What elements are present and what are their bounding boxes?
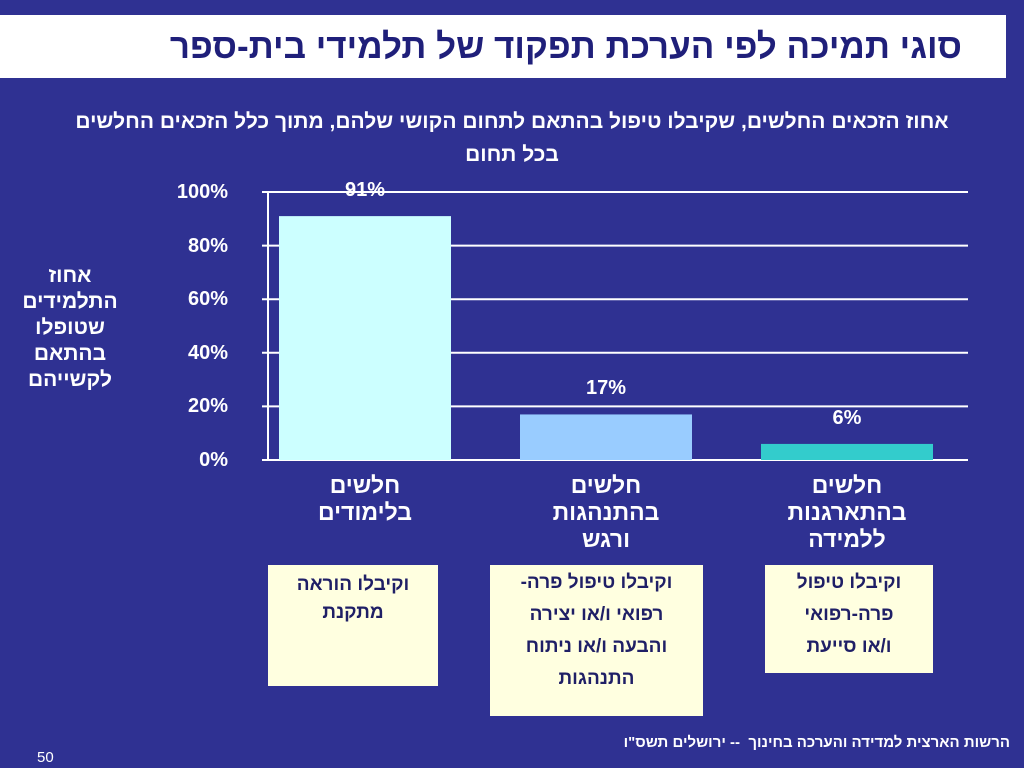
title-bar: סוגי תמיכה לפי הערכת תפקוד של תלמידי בית…: [0, 15, 1006, 78]
y-tick-label: 60%: [187, 288, 228, 311]
data-label: 91%: [344, 179, 386, 202]
slide-title: סוגי תמיכה לפי הערכת תפקוד של תלמידי בית…: [169, 27, 962, 66]
bar: [761, 443, 933, 460]
support-note-box: וקיבלו טיפול פרה- רפואי ו/או יצירה והבעה…: [490, 565, 703, 716]
y-tick-label: 100%: [176, 181, 228, 203]
category-label: חלשים בהתנהגות ורגש: [552, 472, 660, 552]
bar: [279, 216, 451, 460]
category-label: חלשים בהתארגנות ללמידה: [787, 472, 907, 552]
y-tick-label: 80%: [187, 234, 228, 257]
footer-source: הרשות הארצית למדידה והערכה בחינוך -- ירו…: [623, 734, 1010, 751]
data-label: 17%: [585, 377, 627, 400]
data-label: 6%: [832, 406, 862, 429]
y-tick-label: 0%: [199, 449, 228, 471]
support-note-box: וקיבלו הוראה מתקנת: [268, 565, 438, 686]
category-label: חלשים בלימודים: [318, 472, 412, 525]
y-tick-label: 20%: [187, 395, 228, 418]
support-note-box: וקיבלו טיפול פרה-רפואי ו/או סייעת: [765, 565, 933, 673]
page-number: 50: [37, 749, 54, 766]
chart-title: אחוז הזכאים החלשים, שקיבלו טיפול בהתאם ל…: [75, 110, 949, 166]
y-axis-label: אחוז התלמידים שטופלו בהתאם לקשייהם: [22, 264, 118, 391]
bar: [520, 414, 692, 460]
y-tick-label: 40%: [187, 341, 228, 364]
